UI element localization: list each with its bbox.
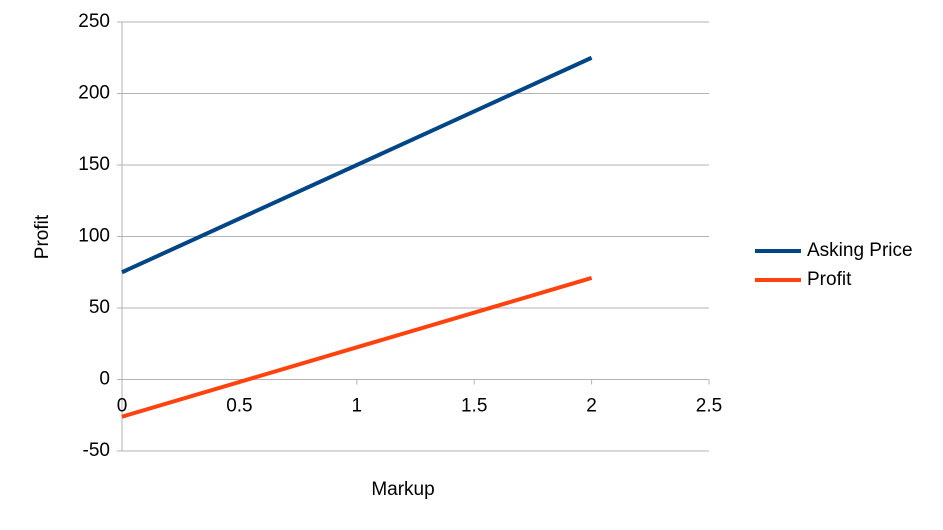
x-axis-title: Markup [371, 479, 434, 500]
x-tick-label: 0.5 [226, 396, 252, 417]
y-axis-title: Profit [32, 214, 53, 259]
x-tick-label: 2.5 [696, 396, 722, 417]
y-tick-label: 150 [78, 154, 110, 175]
x-tick-label: 1.5 [461, 396, 487, 417]
y-tick-label: 200 [78, 83, 110, 104]
x-tick-label: 2 [586, 396, 597, 417]
line-series [121, 276, 593, 419]
y-tick-label: 50 [89, 297, 110, 318]
y-tick-label: 100 [78, 226, 110, 247]
y-tick-label: -50 [83, 440, 110, 461]
x-tick-label: 0 [117, 396, 128, 417]
x-tick-label: 1 [352, 396, 363, 417]
legend-label: Profit [807, 269, 852, 290]
y-tick-label: 250 [78, 11, 110, 32]
y-tick-label: 0 [99, 369, 110, 390]
line-series [121, 55, 593, 275]
legend-label: Asking Price [807, 240, 913, 261]
